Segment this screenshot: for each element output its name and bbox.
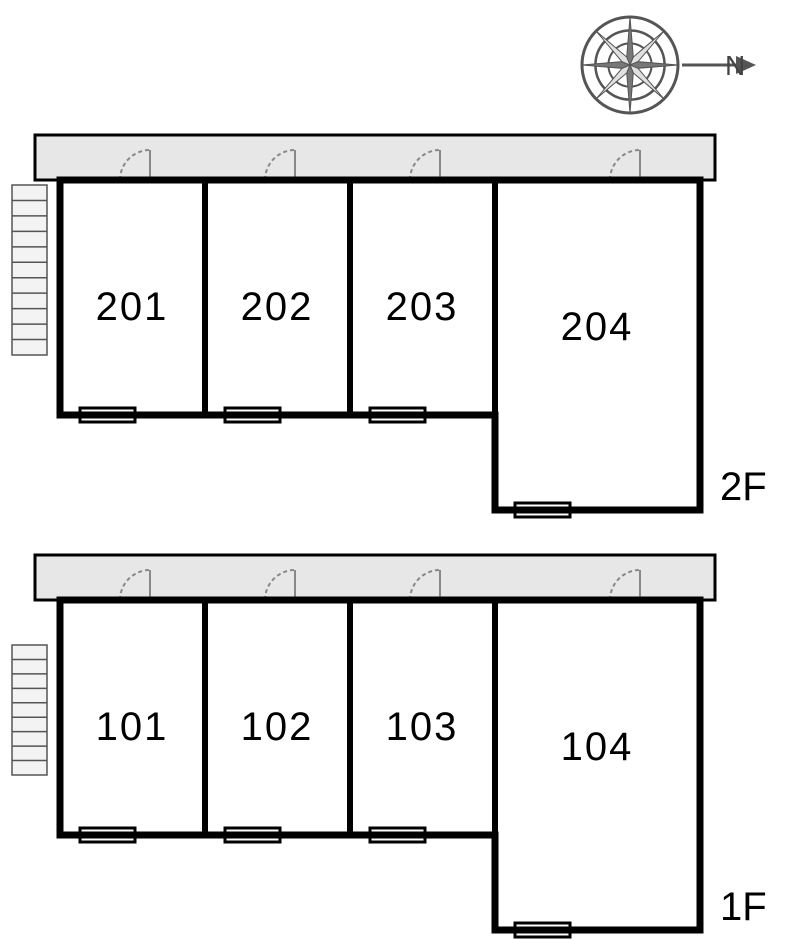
room-201: 201 [60, 180, 205, 422]
floor-label: 1F [720, 885, 767, 929]
floor-1F: 101 102 103 104 1F [12, 555, 767, 937]
room-label: 202 [241, 285, 314, 329]
room-label: 201 [96, 285, 169, 329]
room-203: 203 [350, 180, 495, 422]
compass-north-label: N [725, 50, 745, 81]
room-102: 102 [205, 600, 350, 842]
room-202: 202 [205, 180, 350, 422]
compass-icon: N [582, 17, 756, 113]
room-label: 102 [241, 705, 314, 749]
corridor [35, 555, 715, 600]
floor-label: 2F [720, 465, 767, 509]
floor-2F: 201 202 203 204 2F [12, 135, 767, 517]
room-103: 103 [350, 600, 495, 842]
room-204: 204 [495, 180, 700, 517]
room-label: 203 [386, 285, 459, 329]
room-label: 103 [386, 705, 459, 749]
room-label: 204 [561, 305, 634, 349]
floor-plan-diagram: N 201 202 203 204 2F 101 102 103 104 1F [0, 0, 800, 940]
room-104: 104 [495, 600, 700, 937]
stairs-icon [12, 645, 47, 775]
room-101: 101 [60, 600, 205, 842]
room-label: 101 [96, 705, 169, 749]
room-label: 104 [561, 725, 634, 769]
corridor [35, 135, 715, 180]
stairs-icon [12, 185, 47, 355]
